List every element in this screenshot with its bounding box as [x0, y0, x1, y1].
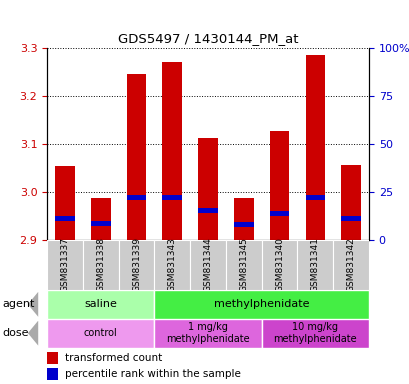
Bar [269, 131, 289, 240]
Bar [305, 55, 324, 240]
Bar [55, 166, 75, 240]
Text: methylphenidate: methylphenidate [213, 299, 309, 310]
Bar [198, 138, 217, 240]
Text: control: control [84, 328, 117, 338]
Bar [154, 319, 261, 348]
Bar [91, 221, 110, 225]
Bar [261, 240, 297, 290]
Text: dose: dose [2, 328, 29, 338]
Bar [234, 198, 253, 240]
Text: GSM831344: GSM831344 [203, 238, 212, 292]
Title: GDS5497 / 1430144_PM_at: GDS5497 / 1430144_PM_at [117, 32, 298, 45]
Bar [305, 195, 324, 200]
Text: GSM831339: GSM831339 [132, 237, 141, 293]
Bar [47, 319, 154, 348]
Bar [55, 216, 75, 221]
Bar [47, 368, 58, 381]
Bar [47, 240, 83, 290]
Bar [333, 240, 368, 290]
Polygon shape [28, 321, 38, 346]
Text: GSM831342: GSM831342 [346, 238, 355, 292]
Text: GSM831340: GSM831340 [274, 238, 283, 292]
Polygon shape [28, 292, 38, 317]
Text: GSM831343: GSM831343 [167, 238, 176, 292]
Text: 10 mg/kg
methylphenidate: 10 mg/kg methylphenidate [273, 322, 356, 344]
Text: saline: saline [84, 299, 117, 310]
Bar [154, 290, 368, 319]
Bar [225, 240, 261, 290]
Bar [261, 319, 368, 348]
Bar [340, 165, 360, 240]
Bar [126, 195, 146, 200]
Bar [126, 74, 146, 240]
Bar [198, 208, 217, 213]
Bar [234, 222, 253, 227]
Bar [47, 290, 154, 319]
Bar [47, 352, 58, 364]
Bar [118, 240, 154, 290]
Bar [162, 195, 182, 200]
Bar [154, 240, 190, 290]
Bar [91, 198, 110, 240]
Bar [297, 240, 333, 290]
Bar [269, 211, 289, 216]
Text: GSM831338: GSM831338 [96, 237, 105, 293]
Bar [83, 240, 118, 290]
Bar [190, 240, 225, 290]
Text: GSM831337: GSM831337 [61, 237, 70, 293]
Text: transformed count: transformed count [65, 353, 162, 363]
Bar [162, 62, 182, 240]
Text: agent: agent [2, 299, 34, 310]
Bar [340, 216, 360, 221]
Text: GSM831345: GSM831345 [239, 238, 248, 292]
Text: percentile rank within the sample: percentile rank within the sample [65, 369, 240, 379]
Text: 1 mg/kg
methylphenidate: 1 mg/kg methylphenidate [166, 322, 249, 344]
Text: GSM831341: GSM831341 [310, 238, 319, 292]
